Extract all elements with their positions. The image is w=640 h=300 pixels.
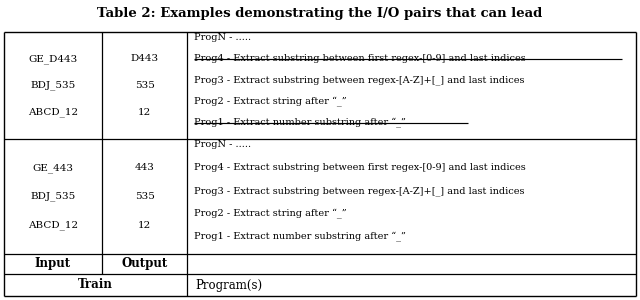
- Text: ABCD_12: ABCD_12: [28, 220, 78, 230]
- Text: Prog3 - Extract substring between regex-[A-Z]+[_] and last indices: Prog3 - Extract substring between regex-…: [195, 186, 525, 196]
- Text: D443: D443: [131, 54, 159, 63]
- Text: Prog2 - Extract string after “_”: Prog2 - Extract string after “_”: [195, 209, 347, 219]
- Text: Train: Train: [78, 278, 113, 292]
- Text: 535: 535: [134, 81, 154, 90]
- Text: Prog1 - Extract number substring after “_”: Prog1 - Extract number substring after “…: [195, 232, 406, 242]
- Text: 12: 12: [138, 221, 151, 230]
- Text: 535: 535: [134, 192, 154, 201]
- Text: BDJ_535: BDJ_535: [30, 81, 76, 90]
- Text: GE_443: GE_443: [33, 163, 74, 172]
- Text: Program(s): Program(s): [195, 278, 262, 292]
- Text: Prog4 - Extract substring between first regex-[0-9] and last indices: Prog4 - Extract substring between first …: [195, 54, 526, 63]
- Text: Prog1 - Extract number substring after “_”: Prog1 - Extract number substring after “…: [195, 118, 406, 128]
- Text: Table 2: Examples demonstrating the I/O pairs that can lead: Table 2: Examples demonstrating the I/O …: [97, 8, 543, 20]
- Text: 12: 12: [138, 108, 151, 117]
- Text: Prog4 - Extract substring between first regex-[0-9] and last indices: Prog4 - Extract substring between first …: [195, 163, 526, 172]
- Text: Prog3 - Extract substring between regex-[A-Z]+[_] and last indices: Prog3 - Extract substring between regex-…: [195, 75, 525, 85]
- Text: ProgN - .....: ProgN - .....: [195, 33, 252, 42]
- Text: ABCD_12: ABCD_12: [28, 107, 78, 117]
- Text: 443: 443: [134, 163, 154, 172]
- Text: Prog2 - Extract string after “_”: Prog2 - Extract string after “_”: [195, 97, 347, 106]
- Text: Input: Input: [35, 257, 71, 271]
- Text: Output: Output: [122, 257, 168, 271]
- Text: GE_D443: GE_D443: [28, 54, 77, 64]
- Text: ProgN - .....: ProgN - .....: [195, 140, 252, 149]
- Text: BDJ_535: BDJ_535: [30, 192, 76, 201]
